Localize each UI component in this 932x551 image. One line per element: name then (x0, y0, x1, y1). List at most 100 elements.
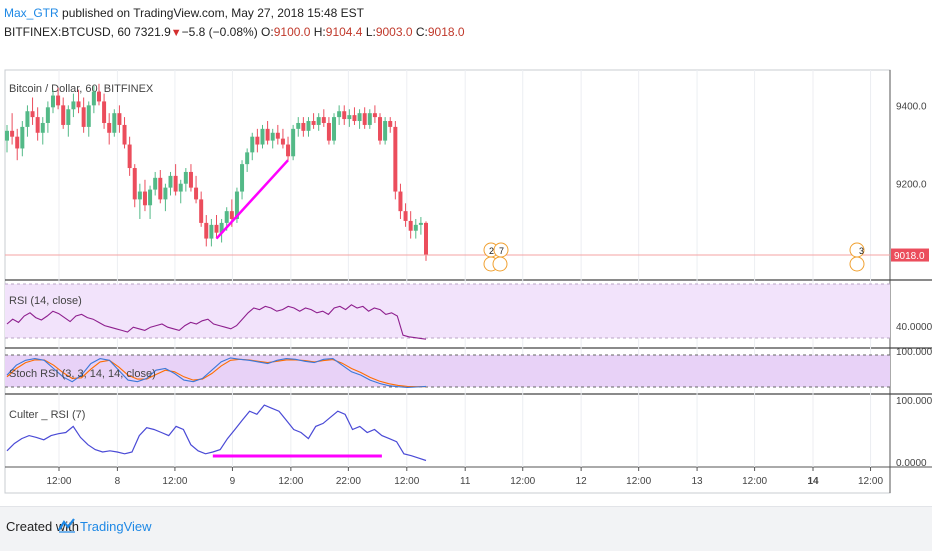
candle-body (66, 109, 71, 125)
stoch-rsi-pane: Stoch RSI (3, 3, 14, 14, close) 100.0000 (5, 347, 932, 388)
candle-body (275, 132, 280, 139)
candle-body (408, 220, 413, 231)
candle-body (15, 136, 20, 149)
author-link[interactable]: Max_GTR (4, 6, 59, 20)
main-pane-title: Bitcoin / Dollar, 60, BITFINEX (9, 83, 154, 95)
open-label: O: (261, 25, 274, 39)
candle-body (280, 138, 285, 145)
candle-body (214, 224, 219, 233)
time-tick-label: 22:00 (336, 476, 361, 487)
candle-body (286, 144, 291, 157)
candle-body (153, 177, 158, 190)
time-tick-label: 12:00 (626, 476, 651, 487)
candle-body (229, 211, 234, 219)
culter-rsi-pane: Culter _ RSI (7) 100.0000 0.0000 (6, 396, 932, 469)
candle-body (209, 224, 214, 239)
close-value: 9018.0 (427, 25, 465, 39)
time-tick-label: 8 (115, 476, 121, 487)
time-tick-label: 12:00 (46, 476, 71, 487)
candle-body (132, 168, 137, 200)
publish-info: Max_GTR published on TradingView.com, Ma… (4, 6, 364, 20)
candle-body (61, 105, 66, 125)
time-tick-label: 12:00 (278, 476, 303, 487)
candle-body (378, 117, 383, 141)
candle-body (107, 122, 112, 133)
candle-body (35, 117, 40, 133)
event-flag-icon (849, 256, 865, 272)
symbol-label: BITFINEX:BTCUSD, 60 (4, 25, 131, 39)
candle-body (316, 117, 321, 125)
time-tick-label: 13 (692, 476, 704, 487)
candle-body (50, 95, 55, 108)
candle-body (86, 105, 91, 127)
chart-area[interactable]: Bitcoin / Dollar, 60, BITFINEX 9400.0 92… (0, 52, 932, 498)
candle-body (240, 164, 245, 192)
stoch-k-line (6, 357, 427, 388)
culter-tick-low: 0.0000 (896, 458, 927, 469)
candle-body (306, 121, 311, 131)
candle-body (234, 191, 239, 219)
candle-body (188, 171, 193, 188)
candle-body (367, 113, 372, 125)
tradingview-link[interactable]: TradingView (80, 519, 152, 534)
event-marker-3[interactable]: 3 (849, 242, 865, 272)
candle-body (102, 101, 107, 123)
candle-body (250, 136, 255, 153)
candle-body (163, 187, 168, 200)
candle-body (5, 130, 9, 141)
price-label: 9018.0 (894, 251, 925, 262)
candle-body (398, 191, 403, 212)
rsi-line (6, 304, 427, 340)
chart-frame (4, 69, 891, 494)
candle-body (142, 191, 147, 206)
high-value: 9104.4 (325, 25, 363, 39)
candle-body (20, 126, 25, 149)
candle-body (127, 144, 132, 169)
symbol-info: BITFINEX:BTCUSD, 60 7321.9▼−5.8 (−0.08%)… (4, 25, 465, 39)
price-tick-9200: 9200.0 (896, 180, 927, 191)
time-tick-label: 12:00 (510, 476, 535, 487)
time-tick-label: 9 (230, 476, 236, 487)
stoch-band-fill (5, 355, 890, 387)
candle-body (393, 126, 398, 192)
open-value: 9100.0 (273, 25, 311, 39)
candle-body (413, 224, 418, 231)
candle-body (117, 113, 122, 125)
publish-text: published on TradingView.com, May 27, 20… (58, 6, 364, 20)
candle-body (40, 122, 45, 133)
candle-body (112, 113, 117, 133)
culter-rsi-line (6, 404, 427, 462)
candle-body (270, 132, 275, 141)
candle-body (71, 101, 76, 110)
candle-body (224, 211, 229, 223)
event-count: 7 (499, 246, 504, 256)
event-marker-2[interactable]: 7 (492, 242, 509, 272)
candle-body (362, 113, 367, 125)
low-value: 9003.0 (375, 25, 413, 39)
close-label: C: (415, 25, 428, 39)
candle-body (122, 124, 127, 145)
candle-body (245, 152, 250, 165)
candle-body (332, 117, 337, 141)
candle-body (56, 95, 61, 106)
candle-body (291, 128, 296, 157)
candle-body (137, 191, 142, 200)
last-price: 7321.9 (134, 25, 171, 39)
high-label: H: (313, 25, 326, 39)
candle-body (372, 113, 377, 118)
tradingview-logo-icon[interactable] (58, 516, 76, 534)
candle-body (45, 107, 50, 123)
candle-body (265, 128, 270, 141)
candle-body (168, 175, 173, 188)
time-tick-label: 14 (807, 476, 819, 487)
time-tick-label: 12:00 (858, 476, 883, 487)
culter-rsi-title: Culter _ RSI (7) (9, 409, 85, 421)
candle-body (204, 222, 209, 239)
candles-group (5, 83, 428, 261)
stoch-tick: 100.0000 (896, 347, 932, 358)
candle-body (178, 183, 183, 192)
price-label-box (891, 248, 929, 262)
candle-body (91, 91, 96, 106)
candle-body (352, 115, 357, 122)
candle-body (96, 91, 101, 102)
